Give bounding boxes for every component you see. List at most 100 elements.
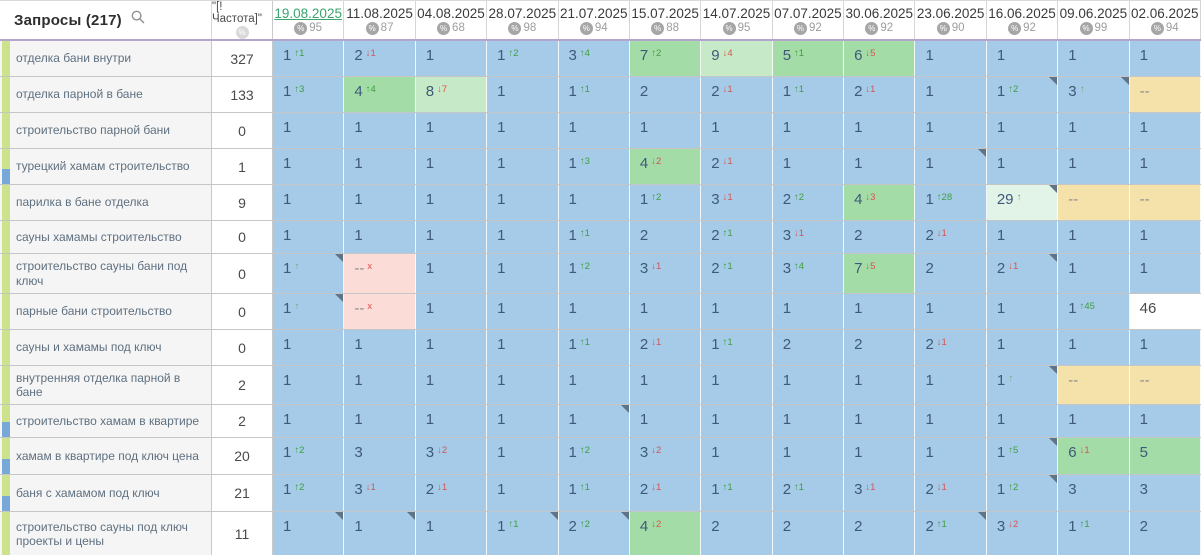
position-cell[interactable]: 1 bbox=[844, 149, 916, 184]
position-cell[interactable]: 1 ↑1 bbox=[772, 77, 845, 112]
position-cell[interactable]: 1 bbox=[344, 149, 416, 184]
position-cell[interactable]: 1 ↑2 bbox=[558, 438, 630, 474]
keyword-cell[interactable]: строительство парной бани bbox=[0, 113, 212, 148]
position-cell[interactable]: 1 ↑1 bbox=[701, 330, 773, 365]
keyword-cell[interactable]: хамам в квартире под ключ цена bbox=[0, 438, 212, 474]
position-cell[interactable]: 2 bbox=[844, 330, 916, 365]
position-cell[interactable]: 2 bbox=[629, 77, 702, 112]
position-cell[interactable]: 1 bbox=[986, 221, 1059, 253]
position-cell[interactable]: 2 bbox=[915, 254, 987, 293]
position-cell[interactable]: -- bbox=[1058, 366, 1130, 404]
position-cell[interactable]: 1 ↑1 bbox=[558, 475, 630, 511]
keyword-cell[interactable]: сауны хамамы строительство bbox=[0, 221, 212, 253]
position-cell[interactable]: 1 bbox=[273, 366, 345, 404]
position-cell[interactable]: 1 bbox=[701, 405, 773, 437]
keyword-cell[interactable]: отделка бани внутри bbox=[0, 41, 212, 76]
position-cell[interactable]: 3 ↓2 bbox=[415, 438, 488, 474]
position-cell[interactable]: 1 bbox=[273, 185, 345, 220]
position-cell[interactable]: 1 bbox=[415, 405, 488, 437]
position-cell[interactable]: 1 bbox=[772, 113, 845, 148]
position-cell[interactable]: 1 bbox=[1129, 149, 1201, 184]
position-cell[interactable]: 1 ↑1 bbox=[1058, 512, 1130, 555]
position-cell[interactable]: 1 bbox=[415, 254, 488, 293]
position-cell[interactable]: 1 bbox=[415, 512, 488, 555]
position-cell[interactable]: 1 bbox=[844, 366, 916, 404]
position-cell[interactable]: 1 ↑3 bbox=[273, 77, 345, 112]
position-cell[interactable]: 1 bbox=[273, 149, 345, 184]
date-column-header[interactable]: 23.06.2025% 90 bbox=[915, 1, 987, 39]
position-cell[interactable]: 1 ↑1 bbox=[273, 41, 345, 76]
position-cell[interactable]: 1 bbox=[1129, 221, 1201, 253]
position-cell[interactable]: 4 ↓2 bbox=[629, 512, 702, 555]
position-cell[interactable]: 1 bbox=[1058, 221, 1130, 253]
position-cell[interactable]: 2 ↓1 bbox=[986, 254, 1059, 293]
position-cell[interactable]: 2 ↓1 bbox=[629, 330, 702, 365]
position-cell[interactable]: 3 ↑4 bbox=[558, 41, 630, 76]
position-cell[interactable]: 1 bbox=[986, 294, 1059, 329]
position-cell[interactable]: 1 bbox=[558, 294, 630, 329]
position-cell[interactable]: 1 bbox=[344, 366, 416, 404]
position-cell[interactable]: 2 ↓1 bbox=[701, 77, 773, 112]
keyword-cell[interactable]: парные бани строительство bbox=[0, 294, 212, 329]
position-cell[interactable]: 29 ↑ bbox=[986, 185, 1059, 220]
position-cell[interactable]: 1 bbox=[1129, 254, 1201, 293]
position-cell[interactable]: 1 ↑1 bbox=[558, 77, 630, 112]
position-cell[interactable]: 1 ↑ bbox=[273, 294, 345, 329]
date-column-header[interactable]: 19.08.2025% 95 bbox=[273, 1, 345, 39]
position-cell[interactable]: 2 ↓1 bbox=[915, 475, 987, 511]
position-cell[interactable]: 1 bbox=[701, 113, 773, 148]
position-cell[interactable]: 1 ↑1 bbox=[701, 475, 773, 511]
date-column-header[interactable]: 07.07.2025% 92 bbox=[773, 1, 845, 39]
position-cell[interactable]: 1 bbox=[772, 149, 845, 184]
position-cell[interactable]: 1 bbox=[844, 294, 916, 329]
position-cell[interactable]: 1 bbox=[1058, 149, 1130, 184]
position-cell[interactable]: 1 bbox=[487, 294, 559, 329]
position-cell[interactable]: 1 bbox=[487, 185, 559, 220]
position-cell[interactable]: 1 bbox=[701, 366, 773, 404]
position-cell[interactable]: 2 ↑1 bbox=[772, 475, 845, 511]
position-cell[interactable]: 1 bbox=[344, 113, 416, 148]
position-cell[interactable]: 1 ↑2 bbox=[986, 475, 1059, 511]
position-cell[interactable]: 3 ↑ bbox=[1058, 77, 1130, 112]
position-cell[interactable]: 2 bbox=[772, 512, 845, 555]
position-cell[interactable]: 1 bbox=[344, 405, 416, 437]
position-cell[interactable]: 1 bbox=[415, 366, 488, 404]
position-cell[interactable]: 1 bbox=[1129, 330, 1201, 365]
position-cell[interactable]: 1 bbox=[629, 405, 702, 437]
position-cell[interactable]: 1 bbox=[273, 330, 345, 365]
position-cell[interactable]: 1 bbox=[986, 330, 1059, 365]
position-cell[interactable]: 1 bbox=[415, 294, 488, 329]
position-cell[interactable]: 1 ↑28 bbox=[915, 185, 987, 220]
position-cell[interactable]: 7 ↓5 bbox=[844, 254, 916, 293]
position-cell[interactable]: 1 ↑ bbox=[273, 254, 345, 293]
date-column-header[interactable]: 16.06.2025% 92 bbox=[987, 1, 1059, 39]
keyword-cell[interactable]: внутренняя отделка парной в бане bbox=[0, 366, 212, 404]
position-cell[interactable]: 1 bbox=[487, 330, 559, 365]
date-column-header[interactable]: 09.06.2025% 99 bbox=[1058, 1, 1130, 39]
position-cell[interactable]: -- bbox=[1058, 185, 1130, 220]
position-cell[interactable]: 2 bbox=[701, 512, 773, 555]
position-cell[interactable]: 1 bbox=[915, 366, 987, 404]
position-cell[interactable]: 3 bbox=[1058, 475, 1130, 511]
position-cell[interactable]: 2 ↓1 bbox=[915, 221, 987, 253]
position-cell[interactable]: 1 bbox=[629, 366, 702, 404]
position-cell[interactable]: 1 bbox=[1129, 405, 1201, 437]
position-cell[interactable]: -- x bbox=[344, 254, 416, 293]
position-cell[interactable]: 2 ↑2 bbox=[772, 185, 845, 220]
position-cell[interactable]: 1 bbox=[558, 405, 630, 437]
position-cell[interactable]: 2 bbox=[1129, 512, 1201, 555]
position-cell[interactable]: 1 bbox=[1058, 330, 1130, 365]
position-cell[interactable]: 1 bbox=[915, 405, 987, 437]
date-column-header[interactable]: 02.06.2025% 94 bbox=[1130, 1, 1201, 39]
position-cell[interactable]: 1 ↑ bbox=[986, 366, 1059, 404]
position-cell[interactable]: 1 bbox=[487, 113, 559, 148]
date-column-header[interactable]: 30.06.2025% 92 bbox=[844, 1, 916, 39]
position-cell[interactable]: 3 ↓1 bbox=[629, 254, 702, 293]
position-cell[interactable]: 2 ↓1 bbox=[344, 41, 416, 76]
position-cell[interactable]: 1 bbox=[344, 221, 416, 253]
position-cell[interactable]: 1 bbox=[487, 221, 559, 253]
position-cell[interactable]: 1 bbox=[273, 405, 345, 437]
position-cell[interactable]: 1 bbox=[487, 77, 559, 112]
position-cell[interactable]: 3 ↓1 bbox=[844, 475, 916, 511]
position-cell[interactable]: -- x bbox=[344, 294, 416, 329]
